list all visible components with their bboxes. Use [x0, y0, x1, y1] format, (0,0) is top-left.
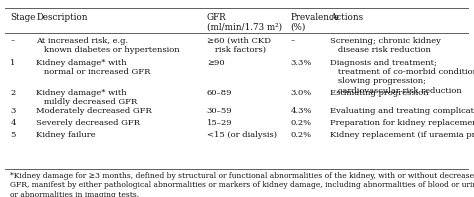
- Text: 4: 4: [10, 119, 16, 127]
- Text: Moderately decreased GFR: Moderately decreased GFR: [36, 107, 152, 115]
- Text: Preparation for kidney replacement therapy: Preparation for kidney replacement thera…: [330, 119, 474, 127]
- Text: ≥60 (with CKD
   risk factors): ≥60 (with CKD risk factors): [207, 37, 271, 54]
- Text: –: –: [291, 37, 295, 45]
- Text: ≥90: ≥90: [207, 59, 224, 67]
- Text: GFR
(ml/min/1.73 m²): GFR (ml/min/1.73 m²): [207, 13, 282, 32]
- Text: 1: 1: [10, 59, 16, 67]
- Text: Kidney replacement (if uraemia present): Kidney replacement (if uraemia present): [330, 131, 474, 139]
- Text: Diagnosis and treatment;
   treatment of co-morbid conditions;
   slowing progre: Diagnosis and treatment; treatment of co…: [330, 59, 474, 95]
- Text: Description: Description: [36, 13, 88, 22]
- Text: 60–89: 60–89: [207, 89, 232, 97]
- Text: Severely decreased GFR: Severely decreased GFR: [36, 119, 140, 127]
- Text: Kidney damage* with
   mildly decreased GFR: Kidney damage* with mildly decreased GFR: [36, 89, 137, 106]
- Text: 15–29: 15–29: [207, 119, 232, 127]
- Text: Stage: Stage: [10, 13, 36, 22]
- Text: Actions: Actions: [330, 13, 363, 22]
- Text: *Kidney damage for ≥3 months, defined by structural or functional abnormalities : *Kidney damage for ≥3 months, defined by…: [10, 172, 474, 197]
- Text: 3.3%: 3.3%: [291, 59, 312, 67]
- Text: 4.3%: 4.3%: [291, 107, 312, 115]
- Text: 0.2%: 0.2%: [291, 131, 311, 139]
- Text: At increased risk, e.g.
   known diabetes or hypertension: At increased risk, e.g. known diabetes o…: [36, 37, 180, 54]
- Text: 3: 3: [10, 107, 16, 115]
- Text: Evaluating and treating complications: Evaluating and treating complications: [330, 107, 474, 115]
- Text: Kidney failure: Kidney failure: [36, 131, 96, 139]
- Text: 5: 5: [10, 131, 16, 139]
- Text: Screening; chronic kidney
   disease risk reduction: Screening; chronic kidney disease risk r…: [330, 37, 441, 54]
- Text: 30–59: 30–59: [207, 107, 232, 115]
- Text: Estimating progression: Estimating progression: [330, 89, 428, 97]
- Text: 3.0%: 3.0%: [291, 89, 312, 97]
- Text: –: –: [10, 37, 15, 45]
- Text: Prevalence
(%): Prevalence (%): [291, 13, 339, 32]
- Text: 0.2%: 0.2%: [291, 119, 311, 127]
- Text: Kidney damage* with
   normal or increased GFR: Kidney damage* with normal or increased …: [36, 59, 151, 76]
- Text: <15 (or dialysis): <15 (or dialysis): [207, 131, 277, 139]
- Text: 2: 2: [10, 89, 16, 97]
